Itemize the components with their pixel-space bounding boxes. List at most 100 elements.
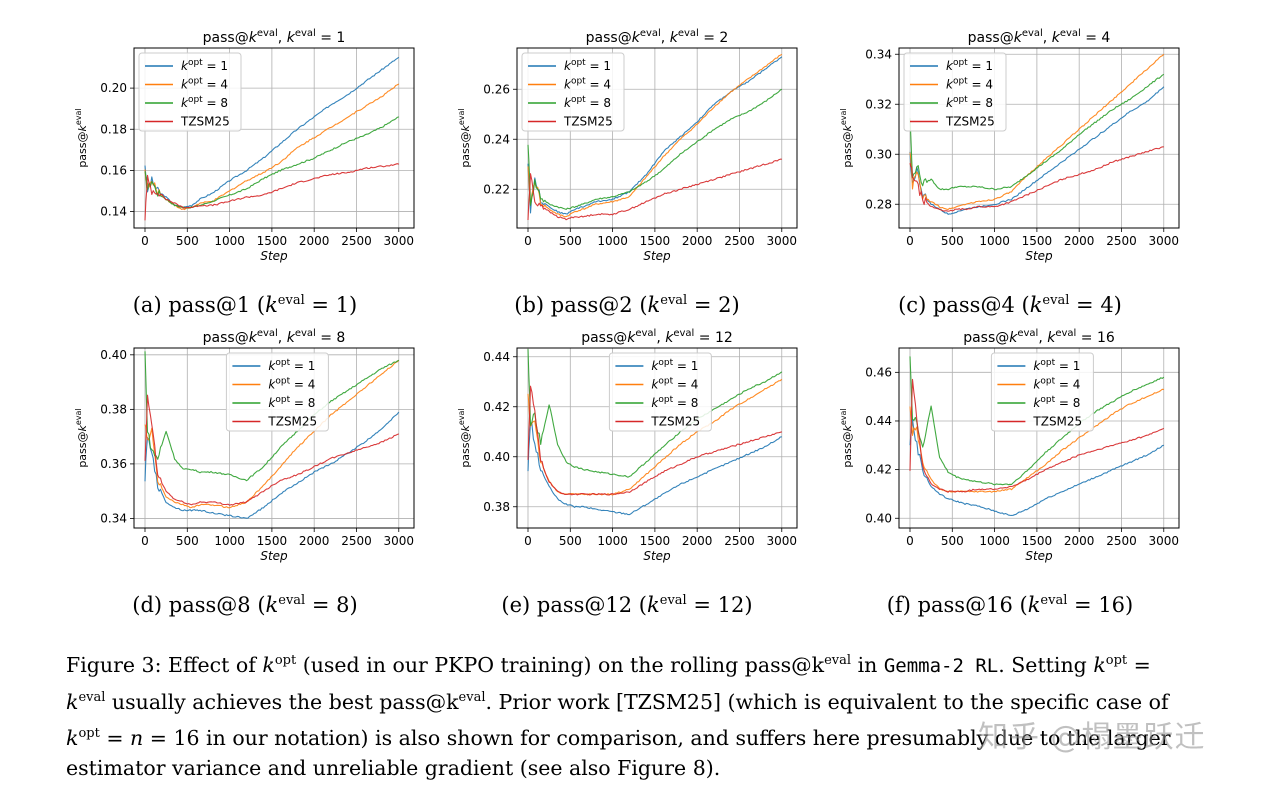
x-tick-label: 2500 bbox=[724, 534, 755, 548]
series-line-3 bbox=[527, 158, 782, 221]
y-tick-label: 0.34 bbox=[100, 511, 127, 525]
x-tick-label: 500 bbox=[176, 534, 199, 548]
x-tick-label: 1500 bbox=[257, 534, 288, 548]
series-line-0 bbox=[527, 56, 783, 215]
x-tick-label: 3000 bbox=[383, 234, 414, 248]
y-tick-label: 0.32 bbox=[865, 97, 892, 111]
x-tick-label: 0 bbox=[524, 234, 532, 248]
legend-label-1: kopt = 4 bbox=[564, 77, 611, 92]
series-line-2 bbox=[527, 88, 783, 210]
legend-label-1: kopt = 4 bbox=[651, 377, 698, 392]
series-line-1 bbox=[144, 359, 400, 509]
legend-label-2: kopt = 8 bbox=[651, 395, 698, 410]
y-tick-label: 0.30 bbox=[865, 147, 892, 161]
x-axis-label: Step bbox=[1025, 549, 1053, 563]
series-line-2 bbox=[909, 73, 1165, 191]
subcaption-c: (c) pass@4 (keval = 4) bbox=[898, 293, 1122, 317]
legend-box bbox=[608, 352, 712, 432]
x-tick-label: 0 bbox=[141, 234, 149, 248]
x-tick-label: 3000 bbox=[1149, 534, 1180, 548]
chart-title: pass@keval, keval = 4 bbox=[968, 28, 1111, 46]
subcaption-b: (b) pass@2 (keval = 2) bbox=[514, 293, 740, 317]
figure-caption: Figure 3: Effect of kopt (used in our PK… bbox=[66, 652, 1171, 781]
x-tick-label: 2000 bbox=[299, 534, 330, 548]
x-axis-label: Step bbox=[260, 549, 288, 563]
legend-box bbox=[225, 352, 329, 432]
legend-label-1: kopt = 4 bbox=[946, 77, 993, 92]
x-axis-label: Step bbox=[643, 549, 671, 563]
x-tick-label: 3000 bbox=[767, 234, 798, 248]
y-tick-label: 0.28 bbox=[865, 197, 892, 211]
chart-title: pass@keval, keval = 16 bbox=[963, 328, 1115, 346]
y-axis-label: pass@keval bbox=[74, 408, 89, 467]
legend-box bbox=[521, 52, 625, 132]
y-tick-label: 0.22 bbox=[483, 182, 510, 196]
legend-label-0: kopt = 1 bbox=[946, 58, 993, 73]
legend-label-2: kopt = 8 bbox=[181, 95, 228, 110]
x-tick-label: 1500 bbox=[257, 234, 288, 248]
x-tick-label: 3000 bbox=[767, 534, 798, 548]
series-line-1 bbox=[144, 83, 400, 211]
subcaption-f: (f) pass@16 (keval = 16) bbox=[886, 593, 1134, 617]
x-tick-label: 500 bbox=[941, 234, 964, 248]
legend-label-0: kopt = 1 bbox=[181, 58, 228, 73]
x-tick-label: 2000 bbox=[1064, 534, 1095, 548]
y-tick-label: 0.24 bbox=[483, 132, 510, 146]
series-line-1 bbox=[527, 53, 783, 218]
x-tick-label: 1000 bbox=[979, 534, 1010, 548]
chart-a: 0 500 1000 1500 2000 2500 3000 0.14 0.16 0.18 0.20… bbox=[74, 28, 415, 263]
series-line-0 bbox=[909, 418, 1164, 516]
x-tick-label: 1000 bbox=[979, 234, 1010, 248]
series-line-3 bbox=[527, 385, 782, 496]
y-tick-label: 0.40 bbox=[483, 450, 510, 464]
x-tick-label: 2500 bbox=[724, 234, 755, 248]
x-axis-label: Step bbox=[643, 249, 671, 263]
series-line-0 bbox=[909, 86, 1165, 215]
x-tick-label: 500 bbox=[559, 534, 582, 548]
x-tick-label: 1500 bbox=[1022, 234, 1053, 248]
x-tick-label: 500 bbox=[559, 234, 582, 248]
x-tick-label: 2000 bbox=[1064, 234, 1095, 248]
x-tick-label: 2000 bbox=[682, 534, 713, 548]
x-tick-label: 500 bbox=[176, 234, 199, 248]
axes-frame bbox=[898, 347, 1180, 529]
y-tick-label: 0.34 bbox=[865, 47, 892, 61]
chart-title: pass@keval, keval = 12 bbox=[581, 328, 733, 346]
legend-label-3: TZSM25 bbox=[180, 115, 230, 129]
x-tick-label: 1000 bbox=[597, 534, 628, 548]
legend-label-3: TZSM25 bbox=[563, 115, 613, 129]
y-axis-label: pass@keval bbox=[74, 108, 89, 167]
y-axis-label: pass@keval bbox=[457, 108, 472, 167]
x-axis-label: Step bbox=[260, 249, 288, 263]
legend-label-2: kopt = 8 bbox=[946, 95, 993, 110]
y-tick-label: 0.44 bbox=[483, 350, 510, 364]
chart-title: pass@keval, keval = 8 bbox=[203, 328, 346, 346]
y-tick-label: 0.46 bbox=[865, 365, 892, 379]
x-tick-label: 2500 bbox=[1106, 234, 1137, 248]
y-tick-label: 0.38 bbox=[483, 500, 510, 514]
series-line-3 bbox=[909, 146, 1164, 212]
y-tick-label: 0.14 bbox=[100, 205, 127, 219]
axes-frame bbox=[516, 347, 798, 529]
x-tick-label: 0 bbox=[906, 534, 914, 548]
series-line-0 bbox=[527, 422, 782, 516]
legend-label-3: TZSM25 bbox=[1032, 415, 1082, 429]
x-tick-label: 1000 bbox=[597, 234, 628, 248]
legend-label-2: kopt = 8 bbox=[564, 95, 611, 110]
legend-label-1: kopt = 4 bbox=[268, 377, 315, 392]
x-tick-label: 1500 bbox=[640, 234, 671, 248]
series-line-2 bbox=[909, 356, 1165, 486]
x-tick-label: 2500 bbox=[1106, 534, 1137, 548]
legend-box bbox=[903, 52, 1007, 132]
y-axis-label: pass@keval bbox=[839, 108, 854, 167]
chart-b: 0 500 1000 1500 2000 2500 3000 0.22 0.24 0.26 pass… bbox=[457, 28, 798, 263]
legend-label-0: kopt = 1 bbox=[564, 58, 611, 73]
x-tick-label: 2500 bbox=[341, 234, 372, 248]
chart-title: pass@keval, keval = 2 bbox=[586, 28, 729, 46]
subcaption-d: (d) pass@8 (keval = 8) bbox=[132, 593, 358, 617]
series-line-3 bbox=[909, 378, 1165, 493]
y-tick-label: 0.26 bbox=[483, 82, 510, 96]
series-line-2 bbox=[144, 351, 400, 482]
x-tick-label: 1000 bbox=[214, 234, 245, 248]
y-tick-label: 0.40 bbox=[100, 348, 127, 362]
